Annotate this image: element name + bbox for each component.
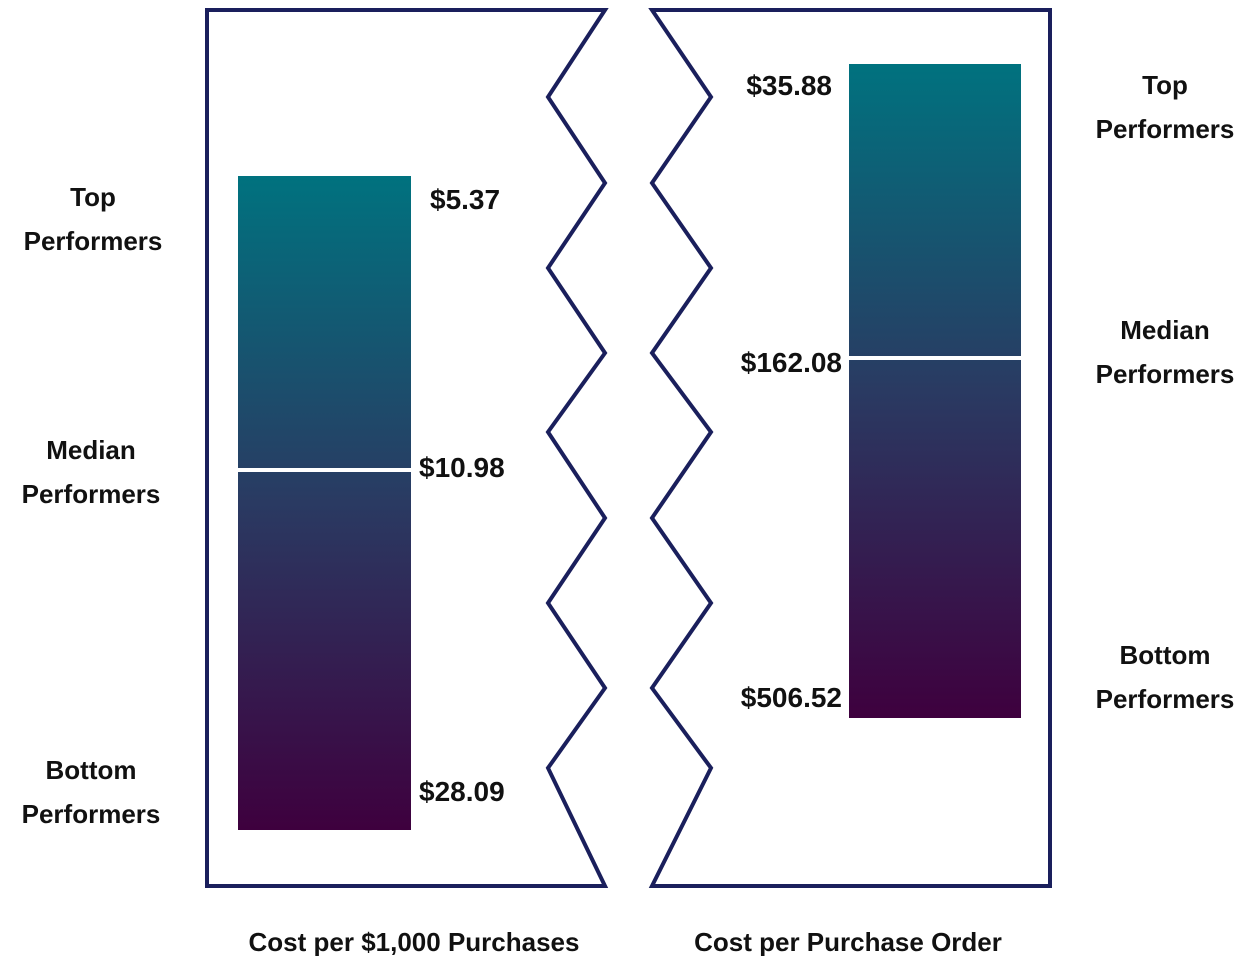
tier-value: $35.88 (746, 70, 832, 101)
tier-label: Top Performers (23, 182, 163, 256)
tier-value: $28.09 (419, 776, 505, 807)
panel-caption: Cost per $1,000 Purchases (248, 927, 580, 956)
left-frame (205, 8, 609, 888)
tier-label: Top Performers (1095, 70, 1235, 144)
right-frame (648, 8, 1052, 888)
tier-label: Bottom Performers (1095, 640, 1235, 714)
left-bar (238, 176, 411, 830)
tier-value: $162.08 (740, 347, 842, 378)
tier-label: Median Performers (1095, 315, 1235, 389)
tier-value: $5.37 (430, 184, 501, 215)
tier-label: Bottom Performers (21, 755, 161, 829)
tier-value: $10.98 (419, 452, 505, 483)
right-bar (849, 64, 1021, 718)
panel-caption: Cost per Purchase Order (694, 927, 1002, 956)
tier-value: $506.52 (740, 682, 842, 713)
tier-label: Median Performers (21, 435, 161, 509)
